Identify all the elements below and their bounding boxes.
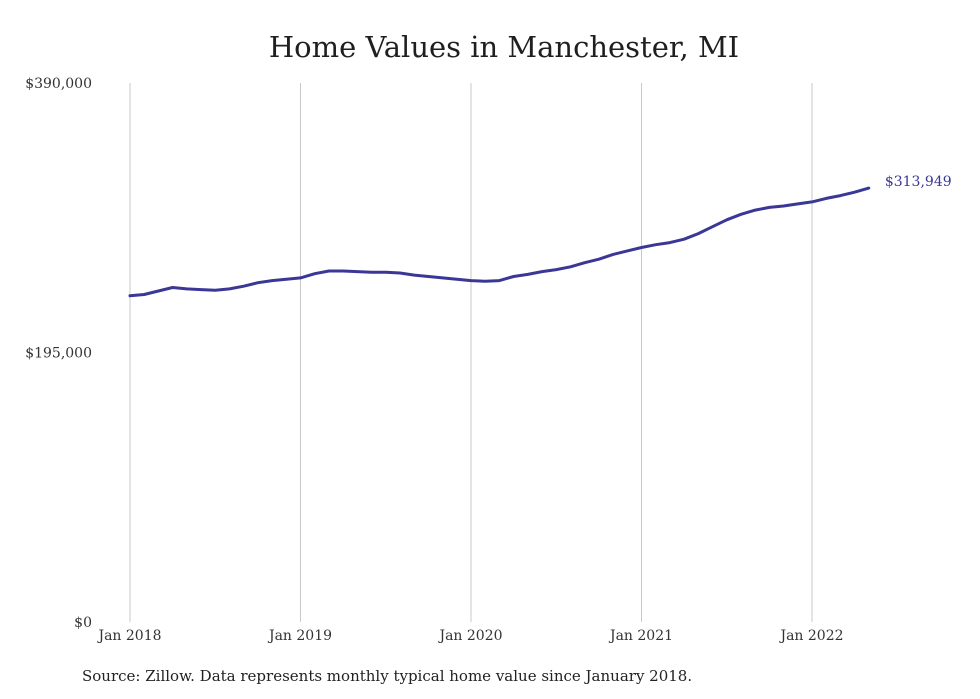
x-axis-tick-labels: Jan 2018 Jan 2019 Jan 2020 Jan 2021 Jan 2022 [96, 628, 843, 644]
y-tick-label: $0 [74, 615, 92, 631]
source-note: Source: Zillow. Data represents monthly … [82, 667, 693, 685]
data-labels: $313,949 [885, 174, 952, 190]
grid-lines [129, 83, 813, 622]
x-tick-label: Jan 2022 [778, 628, 843, 644]
end-value-label: $313,949 [885, 174, 952, 190]
chart-title: Home Values in Manchester, MI [268, 30, 740, 64]
x-tick-label: Jan 2018 [96, 628, 161, 644]
y-tick-label: $390,000 [25, 76, 92, 92]
y-tick-label: $195,000 [25, 346, 92, 362]
y-axis-tick-labels: $0 $195,000 $390,000 [25, 76, 92, 631]
x-tick-label: Jan 2020 [437, 628, 502, 644]
x-tick-label: Jan 2019 [267, 628, 332, 644]
series-layer [128, 186, 871, 298]
x-tick-label: Jan 2021 [608, 628, 673, 644]
series-line [128, 186, 871, 298]
